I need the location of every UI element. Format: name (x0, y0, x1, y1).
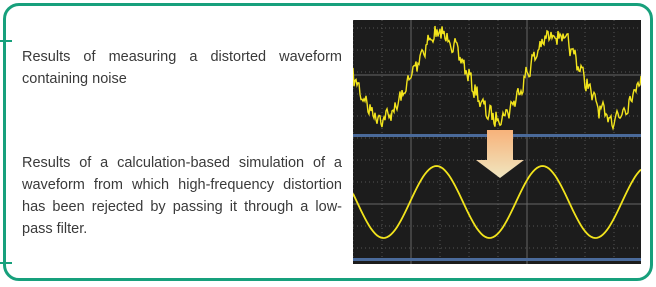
divider (353, 258, 641, 261)
page: Results of measuring a distorted wave­fo… (0, 0, 656, 287)
simulated-description: Results of a calculation-based simulatio… (22, 152, 342, 240)
measured-description: Results of measuring a distorted wave­fo… (22, 46, 342, 90)
oscilloscope-view (353, 20, 641, 264)
